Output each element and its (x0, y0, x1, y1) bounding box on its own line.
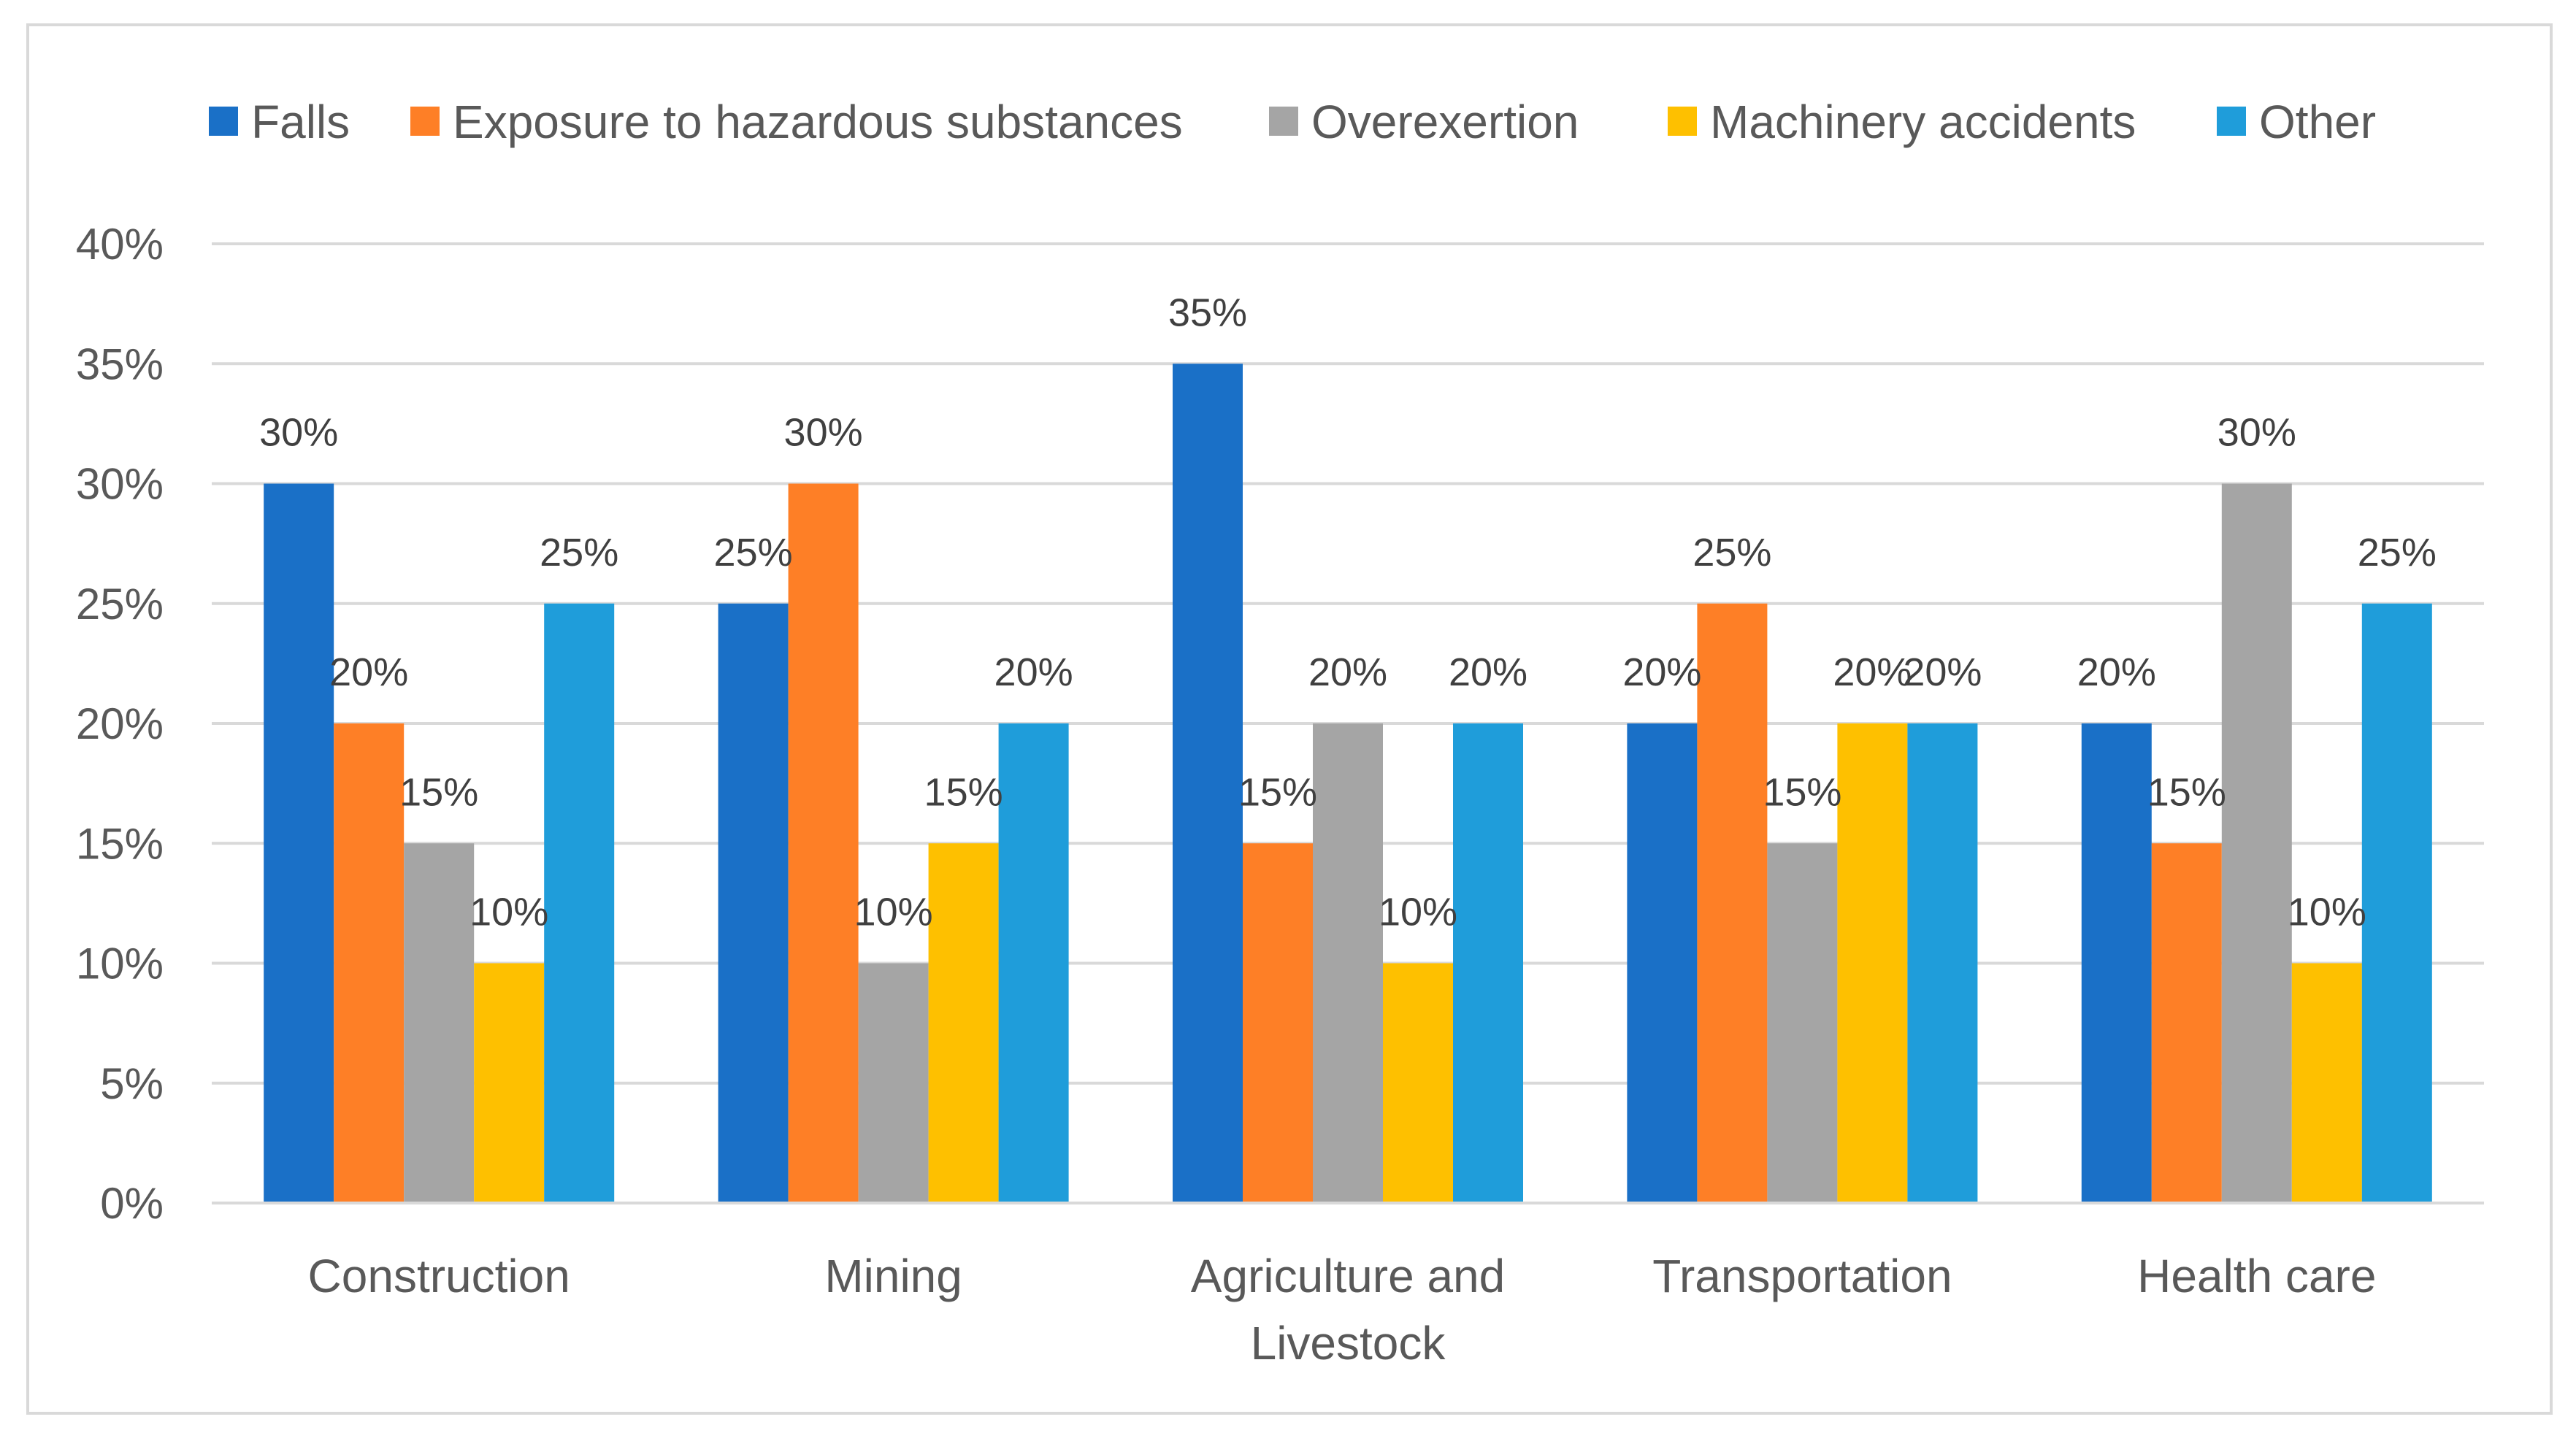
x-category-label: Livestock (1251, 1317, 1446, 1369)
legend-label: Other (2259, 96, 2376, 148)
y-tick-label: 30% (76, 460, 164, 509)
bar-overexertion-3 (1767, 843, 1838, 1203)
y-tick-label: 25% (76, 580, 164, 629)
data-label: 10% (854, 891, 933, 934)
bar-overexertion-2 (1313, 723, 1383, 1203)
data-label: 30% (784, 411, 863, 455)
bar-other-0 (544, 603, 615, 1203)
bar-overexertion-4 (2221, 483, 2292, 1203)
data-label: 35% (1168, 291, 1247, 334)
data-label: 30% (2217, 411, 2296, 455)
y-tick-label: 0% (100, 1179, 164, 1228)
data-label: 15% (924, 770, 1003, 814)
legend-label: Exposure to hazardous substances (453, 96, 1183, 148)
legend-swatch (1269, 107, 1298, 136)
data-label: 15% (1763, 770, 1841, 814)
data-label: 15% (399, 770, 478, 814)
data-label: 15% (1238, 770, 1317, 814)
bar-exposure-to-hazardous-substances-0 (334, 723, 405, 1203)
bar-exposure-to-hazardous-substances-2 (1243, 843, 1313, 1203)
legend-label: Falls (251, 96, 350, 148)
bar-falls-1 (718, 603, 789, 1203)
legend-label: Machinery accidents (1710, 96, 2136, 148)
data-label: 25% (2358, 531, 2437, 575)
bar-exposure-to-hazardous-substances-3 (1697, 603, 1768, 1203)
bar-falls-2 (1173, 364, 1243, 1203)
y-tick-label: 20% (76, 699, 164, 748)
data-label: 20% (329, 650, 408, 694)
data-label: 25% (540, 531, 618, 575)
y-tick-label: 15% (76, 819, 164, 868)
x-category-label: Health care (2137, 1250, 2376, 1302)
x-category-label: Agriculture and (1191, 1250, 1505, 1302)
bar-machinery-accidents-0 (474, 963, 545, 1203)
bar-other-1 (998, 723, 1069, 1203)
y-tick-label: 5% (100, 1059, 164, 1108)
x-axis: Construction Mining Agriculture and Livesto… (212, 1202, 2484, 1369)
bar-falls-4 (2081, 723, 2152, 1203)
data-label: 20% (1308, 650, 1387, 694)
data-label: 20% (1903, 650, 1982, 694)
data-label: 20% (1833, 650, 1912, 694)
y-tick-label: 40% (76, 220, 164, 269)
bar-machinery-accidents-3 (1837, 723, 1908, 1203)
bar-other-2 (1453, 723, 1523, 1203)
data-label: 20% (1622, 650, 1701, 694)
bar-exposure-to-hazardous-substances-4 (2151, 843, 2222, 1203)
legend-swatch (2217, 107, 2246, 136)
data-label: 25% (1693, 531, 1771, 575)
legend: Falls Exposure to hazardous substances Ove… (209, 96, 2376, 148)
bar-machinery-accidents-4 (2291, 963, 2362, 1203)
data-label: 25% (714, 531, 793, 575)
data-label: 10% (1379, 891, 1457, 934)
data-label: 20% (1449, 650, 1527, 694)
y-tick-label: 35% (76, 339, 164, 388)
y-tick-label: 10% (76, 939, 164, 988)
bar-overexertion-0 (404, 843, 475, 1203)
data-label: 20% (994, 650, 1073, 694)
x-category-label: Mining (824, 1250, 962, 1302)
bar-machinery-accidents-1 (928, 843, 999, 1203)
bar-exposure-to-hazardous-substances-1 (788, 483, 859, 1203)
bar-overexertion-1 (858, 963, 929, 1203)
x-category-label: Transportation (1652, 1250, 1952, 1302)
bar-machinery-accidents-2 (1383, 963, 1453, 1203)
bar-falls-3 (1627, 723, 1698, 1203)
data-label: 10% (2288, 891, 2366, 934)
data-label: 15% (2147, 770, 2226, 814)
legend-label: Overexertion (1311, 96, 1579, 148)
data-label: 30% (259, 411, 338, 455)
bar-other-4 (2361, 603, 2432, 1203)
bar-other-3 (1907, 723, 1978, 1203)
data-labels: 30% 20% 15% 10% 25% 25% 30% 10% 15% 20% 35% 15% 20% 1… (259, 291, 2437, 934)
bars (264, 364, 2432, 1203)
data-label: 10% (469, 891, 548, 934)
legend-swatch (1668, 107, 1697, 136)
y-axis: 0% 5% 10% 15% 20% 25% 30% 35% 40% (76, 220, 164, 1228)
data-label: 20% (2077, 650, 2156, 694)
bar-falls-0 (264, 483, 334, 1203)
x-category-label: Construction (308, 1250, 570, 1302)
legend-swatch (410, 107, 440, 136)
legend-swatch (209, 107, 238, 136)
